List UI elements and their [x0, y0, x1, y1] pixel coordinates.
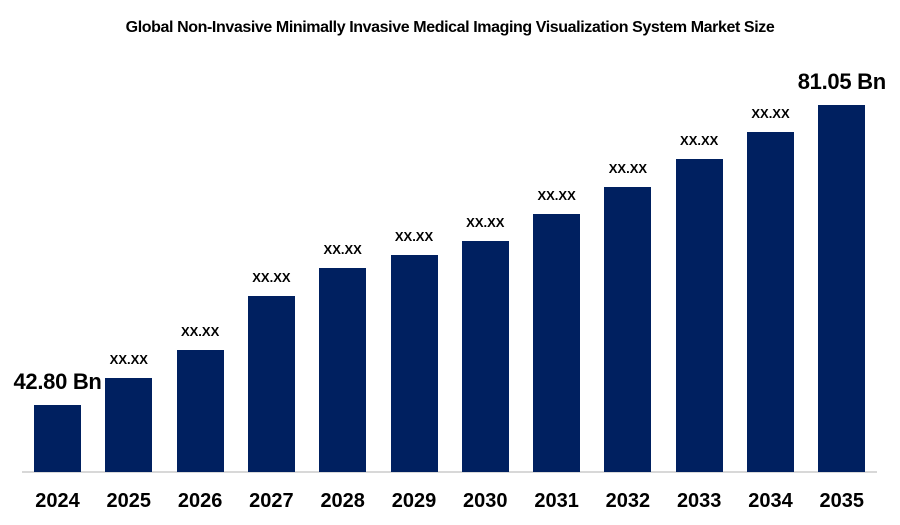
bar-2033: [675, 159, 723, 472]
bar-2024: [34, 405, 81, 472]
x-axis-line: [22, 471, 877, 473]
year-label-2025: 2025: [106, 490, 152, 512]
year-label-2026: 2026: [177, 490, 223, 512]
year-label-2031: 2031: [534, 490, 579, 512]
value-label-2028: XX.XX: [323, 242, 362, 257]
bar-2034: [747, 132, 794, 472]
year-label-2032: 2032: [605, 490, 651, 512]
year-label-2024: 2024: [35, 490, 80, 512]
bar-2029: [390, 255, 438, 472]
bar-2026: [176, 350, 224, 472]
value-label-2032: XX.XX: [608, 161, 648, 176]
bar-2030: [461, 241, 509, 472]
value-label-2026: XX.XX: [180, 324, 220, 339]
year-label-2034: 2034: [748, 490, 793, 512]
bar-2032: [604, 187, 652, 472]
bar-2027: [247, 296, 295, 472]
year-label-2029: 2029: [391, 490, 437, 512]
value-label-2024: 42.80 Bn: [13, 369, 102, 394]
bar-2035: [818, 105, 866, 472]
value-label-2035: 81.05 Bn: [797, 69, 886, 94]
value-label-2034: XX.XX: [751, 106, 790, 121]
bar-2031: [533, 214, 581, 472]
value-label-2027: XX.XX: [252, 270, 291, 285]
value-label-2030: XX.XX: [466, 215, 505, 230]
value-label-2029: XX.XX: [394, 229, 434, 244]
value-label-2031: XX.XX: [537, 188, 576, 203]
year-label-2027: 2027: [249, 490, 294, 512]
value-label-2033: XX.XX: [680, 133, 719, 148]
chart-title: Global Non-Invasive Minimally Invasive M…: [125, 19, 775, 36]
year-label-2033: 2033: [676, 490, 722, 512]
bar-2025: [105, 378, 153, 472]
bar-2028: [319, 268, 367, 472]
year-label-2028: 2028: [320, 490, 365, 512]
year-label-2030: 2030: [463, 490, 508, 512]
year-label-2035: 2035: [819, 490, 865, 512]
value-label-2025: XX.XX: [109, 352, 148, 367]
